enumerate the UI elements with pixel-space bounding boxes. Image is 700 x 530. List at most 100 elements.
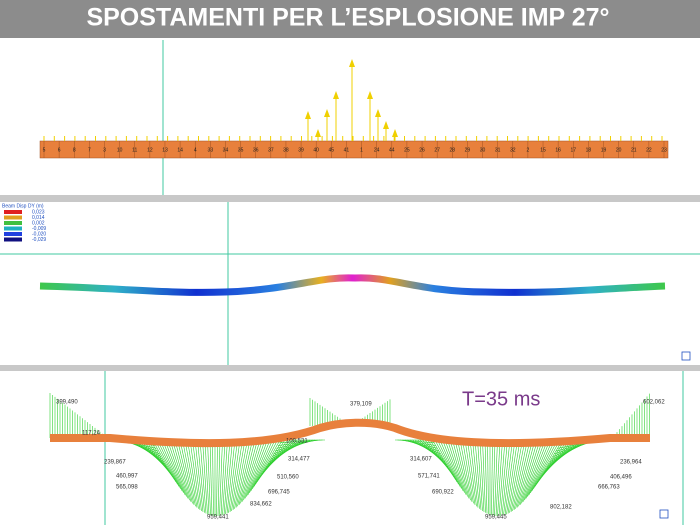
hatch-line xyxy=(447,439,465,493)
node-label: 41 xyxy=(344,147,350,153)
value-label: 314,607 xyxy=(410,457,432,463)
node-label: 30 xyxy=(480,147,486,153)
node-label: 5 xyxy=(43,147,46,153)
hatch-line xyxy=(452,439,468,497)
node-label: 36 xyxy=(253,147,259,153)
hatch-line xyxy=(197,439,205,513)
value-label: 959,445 xyxy=(485,515,507,521)
hatch-line xyxy=(217,439,221,516)
hatch-line xyxy=(253,439,281,487)
hatch-line xyxy=(467,439,477,507)
node-label: 10 xyxy=(117,147,123,153)
hatch-line xyxy=(522,439,546,502)
hatch-line xyxy=(229,439,241,512)
hatch-line xyxy=(512,439,528,512)
hatch-line xyxy=(492,439,496,516)
hatch-line xyxy=(444,439,464,491)
legend-value: 0,002 xyxy=(32,220,45,226)
value-label: 100,531 xyxy=(286,439,308,445)
hatch-line xyxy=(252,439,278,489)
hatch-line xyxy=(235,439,251,508)
node-label: 12 xyxy=(147,147,153,153)
hatch-line xyxy=(449,439,467,495)
hatch-line xyxy=(472,439,480,509)
legend-swatch xyxy=(4,210,22,214)
time-annotation: T=35 ms xyxy=(462,388,540,410)
hatch-line xyxy=(479,439,485,512)
hatch-line xyxy=(469,439,479,508)
hatch-line xyxy=(228,439,238,513)
hatch-line xyxy=(487,439,489,515)
arrow-head xyxy=(333,91,339,99)
hatch-line xyxy=(147,439,175,480)
hatch-line xyxy=(439,439,461,487)
hatch-line xyxy=(484,439,488,514)
hatch-line xyxy=(177,439,193,504)
hatch-line xyxy=(249,439,273,493)
value-label: 690,922 xyxy=(432,490,454,496)
hatch-line xyxy=(234,439,248,509)
hatch-line xyxy=(222,439,228,516)
hatch-line xyxy=(495,439,501,516)
arrow-head xyxy=(305,111,311,119)
hatch-line xyxy=(464,439,476,505)
legend-swatch xyxy=(4,232,22,236)
value-label: 314,477 xyxy=(288,457,310,463)
hatch-line xyxy=(238,439,256,505)
node-label: 8 xyxy=(73,147,76,153)
value-label: 510,560 xyxy=(277,475,299,481)
hatch-line xyxy=(530,439,558,493)
legend-swatch xyxy=(4,221,22,225)
hatch-line xyxy=(500,439,508,516)
hatch-line xyxy=(528,439,556,495)
value-label: 236,964 xyxy=(620,460,642,466)
value-label: 565,098 xyxy=(116,485,138,491)
hatch-line xyxy=(477,439,483,512)
legend-value: -0,029 xyxy=(32,237,46,243)
hatch-line xyxy=(199,439,207,514)
node-label: 24 xyxy=(374,147,380,153)
hatch-line xyxy=(459,439,473,502)
hatch-line xyxy=(246,439,268,497)
hatch-line xyxy=(457,439,471,501)
value-labels: 399,490 117,24 239,867 460,997 565,098 959,44… xyxy=(56,400,665,521)
hatch-line xyxy=(482,439,486,513)
legend-value: -0,020 xyxy=(32,231,46,237)
hatch-line xyxy=(524,439,548,501)
node-label: 25 xyxy=(404,147,410,153)
node-label: 27 xyxy=(434,147,440,153)
hatch-line xyxy=(491,439,493,516)
node-label: 2 xyxy=(527,147,530,153)
legend-swatch xyxy=(4,226,22,231)
node-label: 35 xyxy=(238,147,244,153)
hatch-line xyxy=(513,439,531,511)
value-label: 571,741 xyxy=(418,474,440,480)
hatch-line xyxy=(172,439,190,501)
hatch-line xyxy=(279,439,323,444)
arrow-head xyxy=(324,109,330,117)
value-label: 602,062 xyxy=(643,400,665,406)
node-label: 13 xyxy=(162,147,168,153)
node-label: 37 xyxy=(268,147,274,153)
hatch-line xyxy=(152,439,178,485)
node-label: 16 xyxy=(555,147,561,153)
panel-1 xyxy=(0,40,700,195)
node-label: 34 xyxy=(223,147,229,153)
hatch-line xyxy=(204,439,210,515)
node-label: 4 xyxy=(194,147,197,153)
hatch-line xyxy=(432,439,456,480)
hatch-line xyxy=(531,439,561,491)
hatch-line xyxy=(231,439,243,512)
hatch-line xyxy=(527,439,553,497)
hatch-line xyxy=(194,439,204,512)
arrow-head xyxy=(383,121,389,129)
value-label: 379,109 xyxy=(350,402,372,408)
node-label: 20 xyxy=(616,147,622,153)
load-arrows xyxy=(43,59,663,141)
node-label: 7 xyxy=(88,147,91,153)
hatch-line xyxy=(442,439,462,489)
legend-value: 0,014 xyxy=(32,215,45,221)
hatch-line xyxy=(509,439,523,513)
hatch-line xyxy=(474,439,482,510)
hatch-line xyxy=(164,439,186,495)
